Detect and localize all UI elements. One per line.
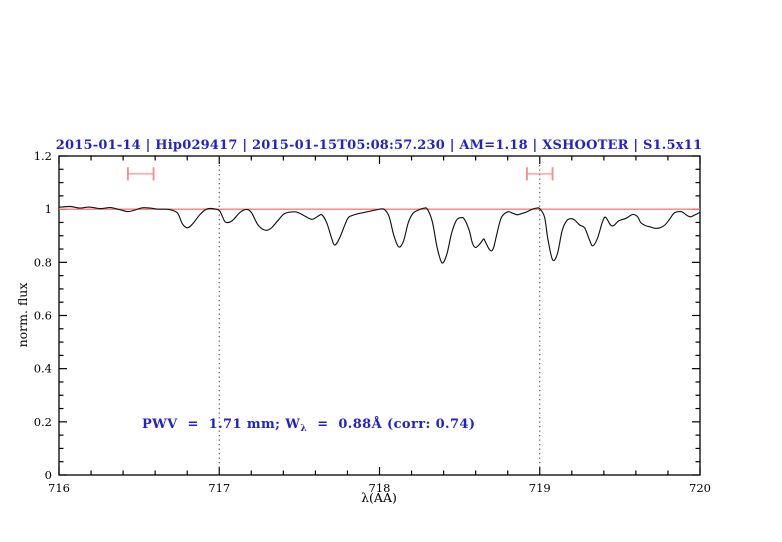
y-tick-label: 0.4 bbox=[34, 362, 52, 376]
plot-title: 2015-01-14 | Hip029417 | 2015-01-15T05:0… bbox=[56, 138, 702, 153]
y-tick-label: 0 bbox=[45, 468, 52, 482]
y-tick-label: 0.6 bbox=[34, 309, 52, 323]
range-marker bbox=[525, 167, 554, 181]
y-axis-label: norm. flux bbox=[15, 283, 30, 348]
x-tick-label: 720 bbox=[689, 481, 711, 495]
pwv-annotation-suffix: = 0.88Å (corr: 0.74) bbox=[307, 416, 475, 432]
y-tick-label: 1.2 bbox=[34, 149, 52, 163]
pwv-annotation: PWV = 1.71 mm; Wλ = 0.88Å (corr: 0.74) bbox=[142, 416, 475, 434]
pwv-annotation-prefix: PWV = 1.71 mm; W bbox=[142, 417, 300, 432]
range-marker bbox=[126, 167, 155, 181]
y-tick-label: 1 bbox=[45, 202, 52, 216]
y-tick-label: 0.8 bbox=[34, 255, 52, 269]
x-axis-label: λ(AA) bbox=[361, 490, 397, 505]
spectrum-line bbox=[58, 205, 701, 264]
pwv-annotation-subscript: λ bbox=[300, 423, 307, 434]
plot-content bbox=[58, 156, 701, 475]
x-tick-label: 716 bbox=[48, 481, 70, 495]
y-tick-label: 0.2 bbox=[34, 415, 52, 429]
x-tick-label: 718 bbox=[369, 481, 391, 495]
x-tick-label: 719 bbox=[529, 481, 551, 495]
axes: 716 717 718 719 720 0 0.2 0.4 0.6 0.8 1 1.2 bbox=[34, 149, 711, 495]
x-tick-label: 717 bbox=[208, 481, 230, 495]
